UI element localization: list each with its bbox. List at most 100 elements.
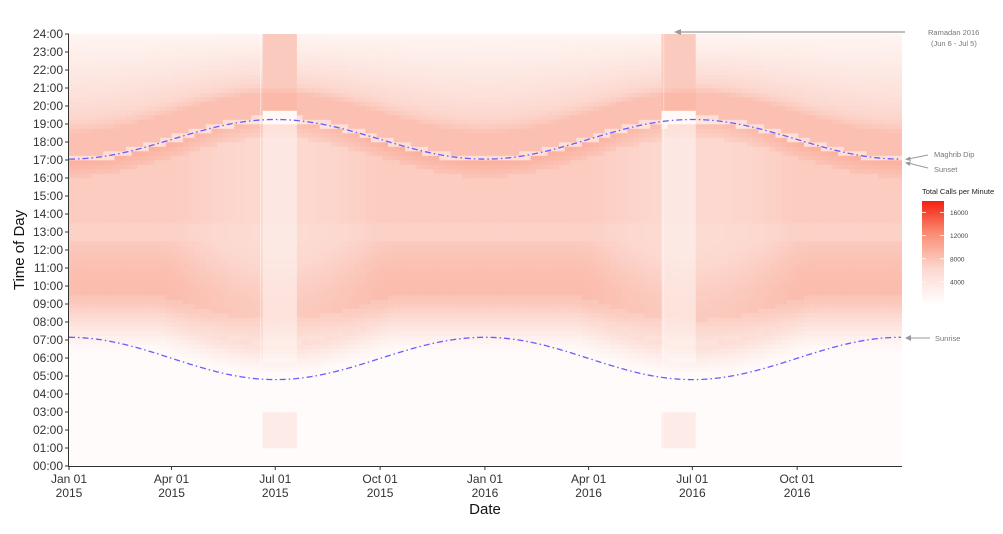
heatmap-cell: [245, 142, 252, 147]
heatmap-cell: [171, 272, 178, 278]
heatmap-cell: [165, 367, 172, 372]
heatmap-cell: [217, 83, 224, 89]
heatmap-cell: [211, 128, 218, 134]
heatmap-cell: [97, 254, 104, 260]
heatmap-cell: [348, 398, 355, 404]
heatmap-cell: [160, 259, 167, 264]
heatmap-cell: [120, 416, 127, 422]
heatmap-cell: [325, 367, 332, 372]
heatmap-cell: [308, 191, 315, 197]
heatmap-cell: [182, 448, 190, 453]
heatmap-cell: [182, 299, 190, 305]
heatmap-cell: [308, 209, 315, 215]
heatmap-cell: [336, 299, 343, 305]
heatmap-cell: [143, 110, 150, 116]
heatmap-cell: [69, 52, 76, 57]
heatmap-cell: [97, 88, 104, 93]
heatmap-cell: [268, 106, 275, 111]
heatmap-cell: [325, 245, 332, 251]
heatmap-cell: [154, 389, 161, 395]
heatmap-cell: [154, 106, 161, 111]
heatmap-cell: [148, 200, 155, 206]
heatmap-cell: [234, 263, 241, 269]
heatmap-cell: [177, 83, 184, 89]
heatmap-cell: [325, 394, 332, 399]
heatmap-cell: [148, 286, 155, 291]
heatmap-cell: [319, 331, 326, 336]
heatmap-cell: [137, 214, 144, 219]
heatmap-cell: [69, 160, 76, 165]
heatmap-cell: [160, 380, 167, 386]
heatmap-cell: [348, 232, 355, 237]
heatmap-cell: [86, 196, 93, 201]
heatmap-cell: [137, 191, 144, 197]
heatmap-cell: [279, 362, 286, 368]
heatmap-cell: [108, 398, 115, 404]
heatmap-cell: [131, 79, 138, 84]
heatmap-cell: [177, 358, 184, 363]
heatmap-cell: [91, 196, 98, 201]
heatmap-cell: [211, 214, 218, 219]
heatmap-cell: [296, 164, 304, 170]
heatmap-cell: [131, 151, 138, 156]
heatmap-cell: [359, 281, 366, 287]
heatmap-cell: [194, 124, 201, 129]
heatmap-cell: [177, 421, 184, 426]
heatmap-cell: [257, 367, 264, 372]
heatmap-cell: [217, 38, 224, 44]
heatmap-cell: [211, 281, 218, 287]
heatmap-cell: [171, 205, 178, 210]
heatmap-cell: [245, 97, 252, 102]
heatmap-cell: [177, 416, 184, 422]
heatmap-cell: [154, 398, 161, 404]
heatmap-cell: [257, 353, 264, 359]
heatmap-cell: [91, 299, 98, 305]
heatmap-cell: [103, 457, 110, 462]
heatmap-cell: [257, 331, 264, 336]
heatmap-cell: [314, 421, 321, 426]
heatmap-cell: [302, 398, 309, 404]
heatmap-cell: [262, 272, 269, 278]
heatmap-cell: [308, 227, 315, 233]
heatmap-cell: [143, 97, 150, 102]
heatmap-cell: [74, 281, 81, 287]
heatmap-cell: [120, 322, 127, 327]
heatmap-cell: [302, 196, 309, 201]
heatmap-cell: [69, 389, 76, 395]
heatmap-cell: [148, 304, 155, 309]
heatmap-cell: [314, 133, 321, 138]
heatmap-cell: [319, 142, 326, 147]
heatmap-cell: [148, 335, 155, 341]
heatmap-cell: [182, 358, 190, 363]
heatmap-cell: [69, 277, 76, 282]
heatmap-cell: [188, 457, 195, 462]
heatmap-cell: [257, 457, 264, 462]
heatmap-cell: [217, 47, 224, 53]
heatmap-cell: [182, 439, 190, 444]
heatmap-cell: [245, 209, 252, 215]
heatmap-cell: [211, 79, 218, 84]
heatmap-cell: [342, 160, 349, 165]
heatmap-cell: [228, 322, 235, 327]
heatmap-cell: [331, 299, 338, 305]
heatmap-cell: [154, 412, 161, 417]
heatmap-cell: [69, 353, 76, 359]
heatmap-cell: [336, 164, 343, 170]
heatmap-cell: [114, 97, 121, 102]
heatmap-cell: [359, 106, 366, 111]
heatmap-cell: [296, 331, 304, 336]
heatmap-cell: [319, 326, 326, 332]
heatmap-cell: [200, 398, 207, 404]
heatmap-cell: [274, 268, 281, 273]
heatmap-cell: [296, 38, 304, 44]
heatmap-cell: [348, 115, 355, 120]
heatmap-cell: [91, 376, 98, 381]
heatmap-cell: [331, 133, 338, 138]
heatmap-cell: [108, 133, 115, 138]
heatmap-cell: [348, 133, 355, 138]
heatmap-cell: [353, 38, 360, 44]
heatmap-cell: [291, 403, 298, 408]
heatmap-cell: [103, 299, 110, 305]
heatmap-cell: [86, 263, 93, 269]
heatmap-cell: [80, 371, 87, 377]
